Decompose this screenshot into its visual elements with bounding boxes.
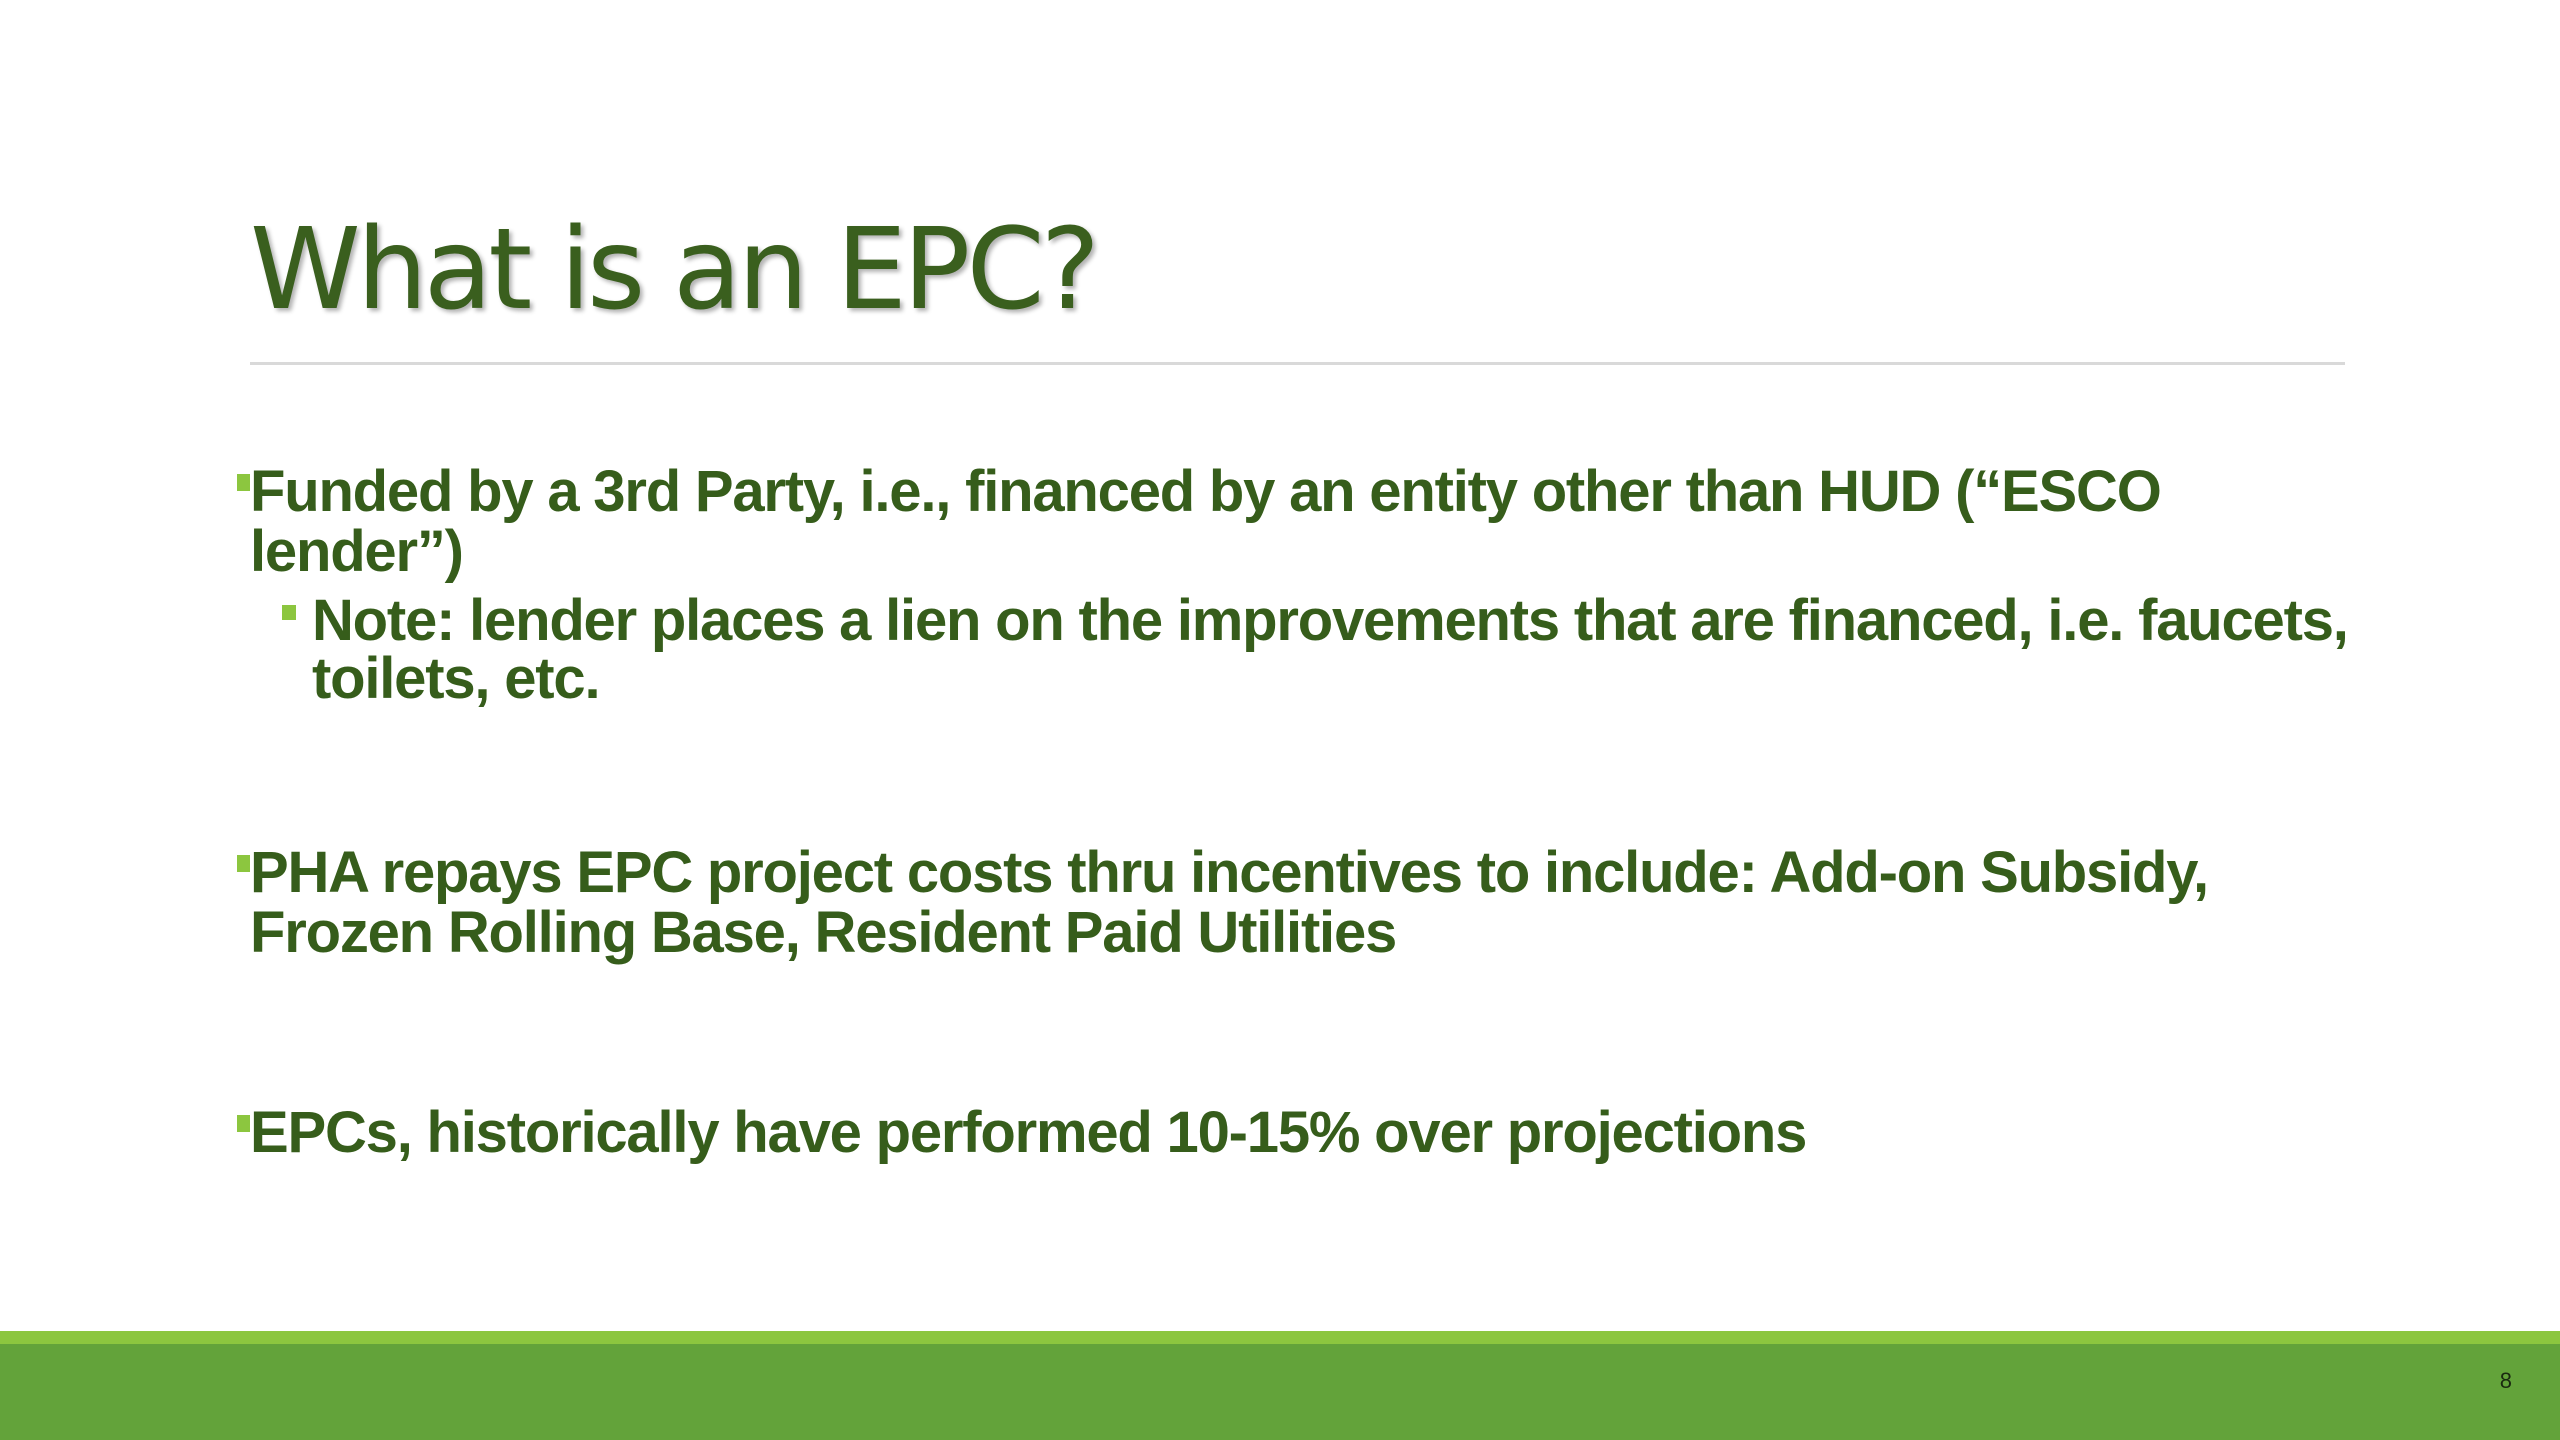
square-bullet-icon	[237, 855, 250, 872]
slide-title: What is an EPC?	[250, 205, 1100, 335]
bullet-text: EPCs, historically have performed 10-15%…	[250, 1100, 1807, 1165]
square-bullet-icon	[282, 605, 296, 620]
slide-body: Funded by a 3rd Party, i.e., financed by…	[237, 459, 2380, 1165]
bullet-2: PHA repays EPC project costs thru incent…	[237, 840, 2380, 965]
sub-bullet-1: Note: lender places a lien on the improv…	[250, 592, 2380, 708]
footer-band	[0, 1344, 2560, 1440]
square-bullet-icon	[237, 1115, 250, 1132]
bullet-3: EPCs, historically have performed 10-15%…	[237, 1100, 2380, 1165]
bullet-1: Funded by a 3rd Party, i.e., financed by…	[237, 459, 2380, 584]
page-number: 8	[2499, 1368, 2512, 1393]
bullet-text: PHA repays EPC project costs thru incent…	[250, 840, 2209, 965]
square-bullet-icon	[237, 474, 250, 491]
sub-bullet-text: Note: lender places a lien on the improv…	[312, 588, 2349, 711]
title-divider	[250, 362, 2345, 365]
bullet-text: Funded by a 3rd Party, i.e., financed by…	[250, 459, 2162, 584]
footer-accent-stripe	[0, 1331, 2560, 1344]
